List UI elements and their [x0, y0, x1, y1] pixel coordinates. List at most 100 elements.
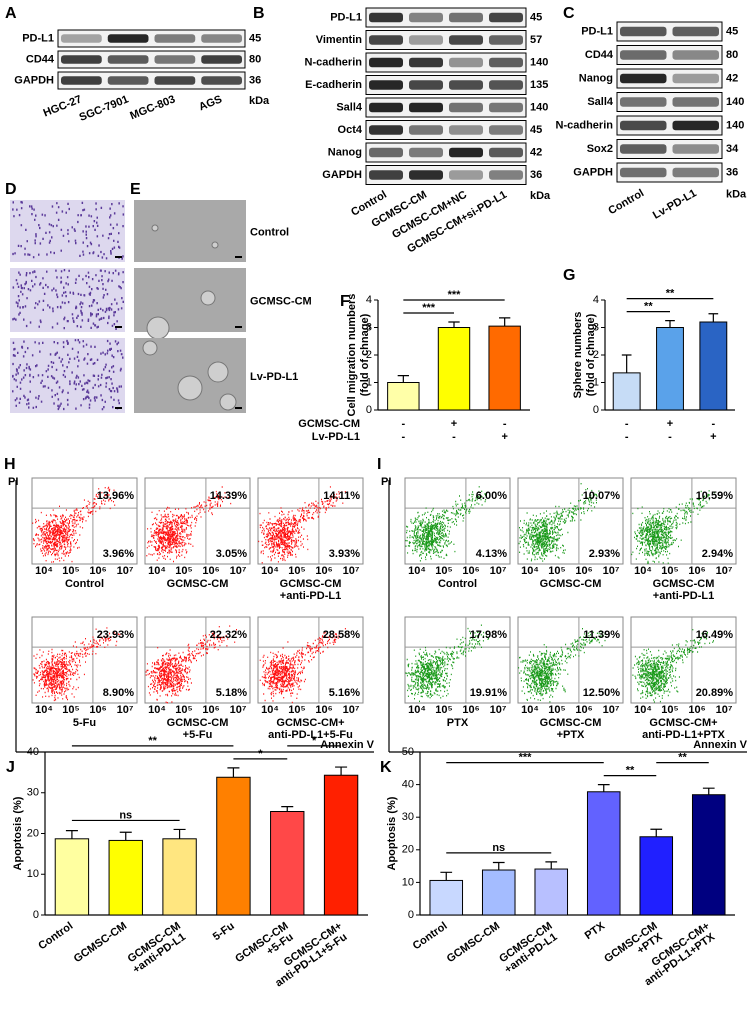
sphere-label: GCMSC-CM — [250, 295, 312, 307]
y-tick-label: 20 — [27, 827, 39, 839]
quadrant-lr: 19.91% — [470, 687, 508, 699]
blot-band — [620, 73, 667, 84]
blot-band — [449, 57, 483, 68]
flow-y-label: PI — [8, 476, 18, 488]
significance-label: * — [312, 735, 317, 747]
blot-lane-label: Control — [606, 187, 646, 217]
blot-row-label: Sox2 — [587, 143, 613, 155]
sphere — [219, 393, 237, 411]
quadrant-ur: 14.11% — [323, 490, 360, 502]
y-tick-label: 2 — [593, 349, 599, 361]
blot-band — [409, 102, 443, 113]
blot-strip — [57, 71, 246, 90]
flow-x-tick: 10⁴ — [634, 565, 652, 577]
quadrant-lr: 3.93% — [329, 548, 360, 560]
flow-x-tick: 10⁷ — [490, 704, 507, 716]
sphere-label: Control — [250, 226, 289, 238]
blot-band — [672, 26, 719, 37]
blot-row-label: N-cadherin — [556, 119, 614, 131]
blot-band — [620, 144, 667, 154]
flow-plot — [404, 477, 511, 565]
blot-band — [620, 50, 667, 60]
blot-row-label: GAPDH — [14, 74, 54, 86]
quadrant-lr: 2.94% — [702, 548, 733, 560]
blot-lane-label: AGS — [197, 93, 224, 113]
panel-letter: F — [340, 293, 350, 310]
flow-x-tick: 10⁶ — [575, 704, 592, 716]
blot-band — [369, 147, 403, 158]
flow-x-tick: 10⁴ — [35, 565, 53, 577]
condition-sign: - — [625, 418, 629, 430]
sphere — [200, 290, 216, 306]
y-tick-label: 2 — [366, 349, 372, 361]
y-tick-label: 0 — [593, 404, 599, 416]
flow-sample-label: PTX — [447, 717, 469, 729]
blot-band — [620, 120, 667, 131]
blot-band — [409, 147, 443, 158]
error-bar — [708, 313, 719, 322]
y-tick-label: 20 — [402, 844, 414, 856]
blot-band — [449, 170, 483, 180]
flow-x-tick: 10⁷ — [117, 565, 134, 577]
y-axis-label: Sphere numbers — [572, 312, 584, 399]
bar — [586, 791, 621, 916]
blot-row-label: Sall4 — [587, 96, 614, 108]
stained-cells — [12, 201, 125, 260]
flow-x-tick: 10⁴ — [35, 704, 53, 716]
flow-events — [632, 629, 715, 703]
flow-sample-label: +anti-PD-L1 — [280, 590, 341, 602]
quadrant-ur: 17.98% — [470, 629, 508, 641]
flow-sample-label: GCMSC-CM — [540, 717, 602, 729]
blot-band — [489, 35, 523, 45]
blot-lane-label: MGC-803 — [128, 93, 177, 122]
blot-band — [620, 97, 667, 107]
blot-band — [369, 12, 403, 23]
blot-kda: 42 — [726, 72, 738, 84]
flow-sample-label: 5-Fu — [73, 717, 96, 729]
blot-band — [107, 76, 149, 85]
flow-x-tick: 10⁷ — [117, 704, 134, 716]
blot-band — [489, 147, 523, 158]
flow-sample-label: GCMSC-CM — [280, 578, 342, 590]
condition-sign: - — [668, 431, 672, 443]
flow-x-tick: 10⁴ — [408, 704, 426, 716]
flow-sample-label: GCMSC-CM+ — [649, 717, 717, 729]
error-bar — [448, 321, 460, 328]
condition-sign: + — [451, 418, 457, 430]
y-tick-label: 30 — [402, 811, 414, 823]
flow-sample-label: GCMSC-CM — [167, 717, 229, 729]
sphere — [146, 316, 170, 340]
blot-band — [369, 125, 403, 135]
significance-label: ** — [148, 735, 157, 747]
flow-events — [259, 628, 346, 704]
blot-band — [489, 102, 523, 113]
blot-kda: 45 — [249, 32, 261, 44]
flow-x-label: Annexin V — [320, 739, 374, 751]
quadrant-lr: 5.18% — [216, 687, 247, 699]
blot-band — [154, 34, 196, 43]
bar — [691, 794, 726, 916]
blot-band — [409, 125, 443, 135]
blot-band — [672, 120, 719, 131]
blot-band — [489, 12, 523, 23]
error-bar — [492, 861, 505, 871]
flow-events — [518, 483, 600, 562]
bar — [162, 838, 197, 916]
quadrant-ur: 11.39% — [583, 629, 620, 641]
blot-strip — [365, 165, 527, 185]
blot-row-label: Nanog — [579, 72, 613, 84]
bar — [108, 839, 143, 916]
error-bar — [227, 767, 240, 778]
blot-row-label: PD-L1 — [330, 11, 362, 23]
y-tick-label: 40 — [402, 779, 414, 791]
blot-kda: 36 — [726, 166, 738, 178]
blot-row-label: CD44 — [26, 53, 55, 65]
sphere — [177, 375, 203, 401]
flow-x-tick: 10⁶ — [315, 565, 332, 577]
quadrant-ur: 28.58% — [323, 629, 361, 641]
bar — [534, 868, 569, 916]
condition-sign: + — [667, 418, 673, 430]
blot-band — [449, 102, 483, 113]
quadrant-lr: 2.93% — [589, 548, 620, 560]
